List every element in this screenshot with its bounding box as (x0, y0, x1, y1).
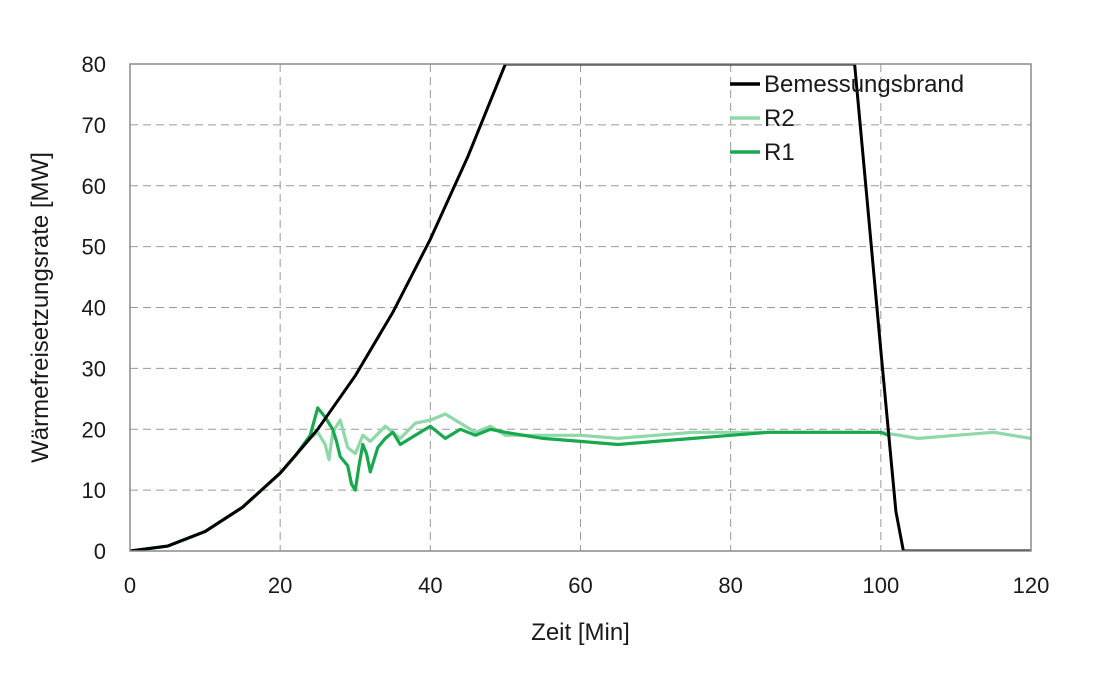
x-tick-label: 60 (568, 573, 592, 598)
y-tick-label: 0 (94, 539, 106, 564)
y-tick-label: 20 (82, 417, 106, 442)
plot-series (130, 64, 1031, 551)
x-tick-label: 20 (268, 573, 292, 598)
legend-label: R1 (764, 139, 795, 166)
x-axis-title: Zeit [Min] (531, 619, 630, 646)
x-tick-label: 80 (718, 573, 742, 598)
plot-frame (129, 63, 1032, 552)
y-axis-title: Wärmefreisetzungsrate [MW] (27, 152, 54, 463)
tick-labels: 0 10 20 30 40 50 60 70 80 0 20 40 60 80 100 120 (82, 52, 1050, 598)
y-tick-label: 80 (82, 52, 106, 77)
grid-lines (130, 64, 1031, 551)
legend: Bemessungsbrand R2 R1 (730, 71, 964, 166)
y-tick-label: 30 (82, 356, 106, 381)
y-tick-label: 50 (82, 235, 106, 260)
x-tick-label: 100 (862, 573, 899, 598)
y-tick-label: 70 (82, 113, 106, 138)
y-tick-label: 10 (82, 478, 106, 503)
y-tick-label: 60 (82, 174, 106, 199)
x-tick-label: 0 (124, 573, 136, 598)
legend-label: R2 (764, 105, 795, 132)
y-tick-label: 40 (82, 296, 106, 321)
x-tick-label: 120 (1013, 573, 1050, 598)
series-line-r1 (130, 406, 890, 551)
legend-label: Bemessungsbrand (764, 71, 964, 98)
x-tick-label: 40 (418, 573, 442, 598)
series-line-bemessungsbrand (130, 64, 1031, 551)
